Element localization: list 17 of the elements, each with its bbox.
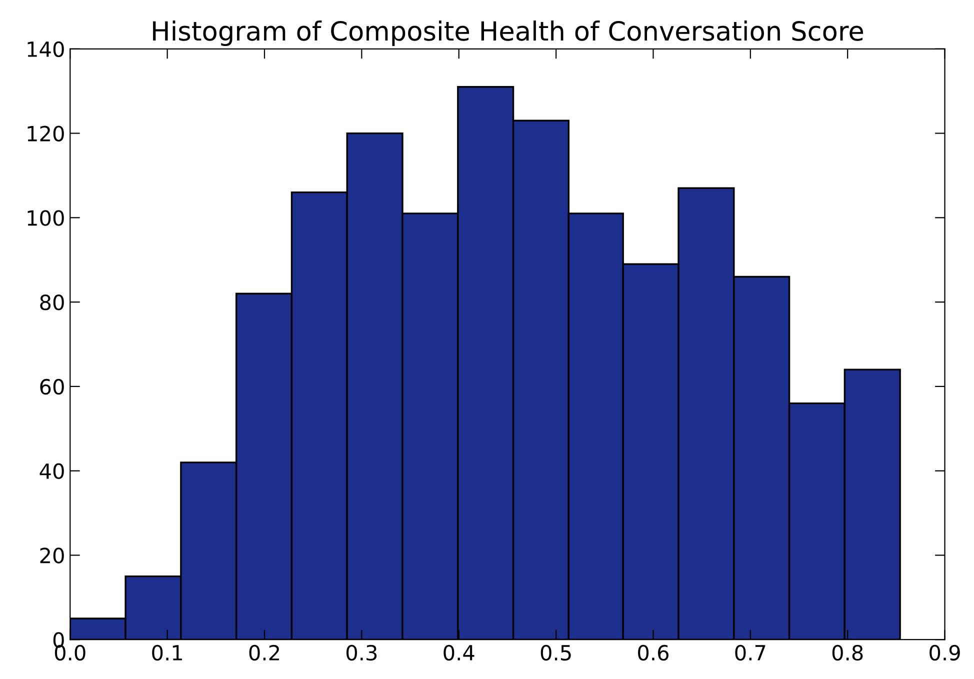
x-tick-label: 0.6 bbox=[638, 644, 668, 661]
x-tick-label: 0.4 bbox=[444, 644, 474, 661]
y-tick-label: 60 bbox=[40, 378, 64, 395]
x-tick-label: 0.3 bbox=[346, 644, 377, 661]
y-tick-label: 20 bbox=[40, 548, 64, 564]
y-tick-label: 140 bbox=[28, 41, 64, 58]
y-tick-label: 80 bbox=[40, 294, 64, 310]
x-tick-label: 0.8 bbox=[832, 644, 863, 661]
x-tick-label: 0.5 bbox=[540, 644, 571, 661]
chart-title: Histogram of Composite Health of Conversation Score bbox=[153, 20, 864, 46]
y-tick-label: 120 bbox=[28, 126, 64, 142]
x-tick-label: 0.1 bbox=[152, 644, 182, 661]
x-tick-label: 0.7 bbox=[735, 644, 766, 661]
x-tick-label: 0.9 bbox=[930, 644, 960, 661]
y-tick-label: 40 bbox=[40, 463, 64, 480]
x-tick-label: 0.2 bbox=[249, 644, 279, 661]
y-tick-label: 100 bbox=[28, 210, 64, 226]
